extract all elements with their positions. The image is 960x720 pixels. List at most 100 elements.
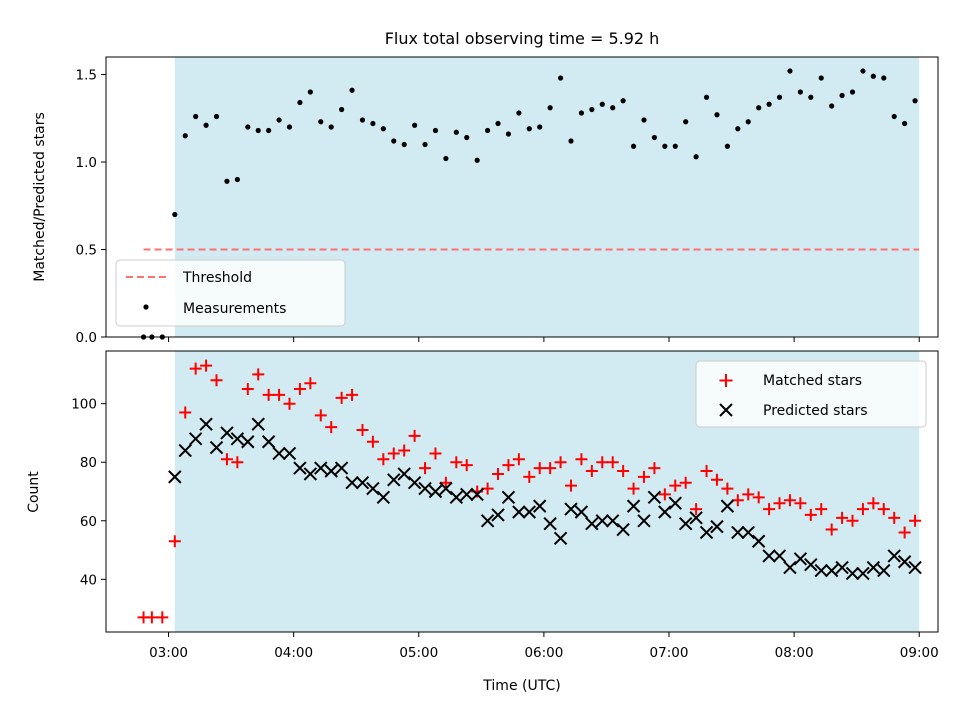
predicted-star-point	[678, 516, 693, 531]
matched-star-point	[627, 482, 640, 495]
legend-measurements-label: Measurements	[183, 301, 286, 317]
matched-star-point	[617, 465, 630, 478]
predicted-star-point	[241, 435, 255, 449]
measurement-point	[829, 103, 835, 109]
matched-star-point	[220, 453, 233, 466]
y-tick-label: 1.5	[76, 68, 97, 84]
x-tick-label: 06:00	[524, 645, 563, 661]
predicted-star-point	[491, 508, 505, 522]
matched-star-point	[877, 503, 890, 516]
matched-star-point	[168, 535, 181, 548]
top-panel: 0.0 0.5 1.0 1.5 Matched/Predicted stars Thr…	[32, 56, 939, 346]
matched-star-point	[710, 473, 723, 486]
bottom-legend-box	[695, 360, 927, 428]
measurement-point	[401, 141, 407, 148]
matched-star-point	[408, 429, 421, 442]
matched-star-point	[888, 511, 901, 524]
matched-star-point	[804, 508, 817, 521]
measurement-point	[870, 73, 876, 79]
predicted-star-point	[908, 560, 922, 575]
predicted-star-point	[376, 490, 391, 505]
bottom-y-ticks: 40 60 80 100	[71, 397, 106, 588]
predicted-star-point	[710, 519, 724, 534]
measurement-point	[902, 120, 908, 127]
predicted-star-point	[168, 470, 182, 484]
x-axis-label: Time (UTC)	[482, 678, 560, 694]
matched-star-point	[262, 388, 275, 401]
measurement-point	[881, 75, 887, 81]
matched-star-point	[429, 447, 442, 460]
matched-star-point	[283, 397, 296, 410]
predicted-star-point	[303, 467, 318, 481]
predicted-star-point	[605, 514, 620, 528]
y-tick-label: 40	[80, 572, 97, 588]
predicted-stars-points	[168, 417, 922, 581]
predicted-star-point	[564, 502, 578, 516]
y-tick-label: 100	[71, 397, 97, 413]
measurement-point	[568, 138, 574, 144]
predicted-star-point	[751, 534, 766, 548]
matched-star-point	[825, 523, 838, 536]
predicted-star-point	[793, 552, 808, 566]
measurement-point	[380, 126, 386, 132]
matched-star-point	[794, 497, 807, 510]
measurement-point	[234, 176, 240, 183]
legend-predicted-swatch	[719, 403, 733, 417]
predicted-star-point	[814, 563, 828, 578]
y-tick-label: 0.5	[76, 243, 97, 259]
matched-star-point	[815, 503, 828, 516]
y-tick-label: 1.0	[76, 155, 97, 171]
matched-star-point	[909, 514, 922, 527]
predicted-star-point	[877, 563, 891, 578]
predicted-star-point	[501, 490, 516, 505]
legend-threshold-label: Threshold	[182, 270, 252, 286]
legend-predicted-label: Predicted stars	[763, 403, 868, 419]
measurement-point	[620, 98, 626, 104]
predicted-star-point	[835, 560, 849, 575]
measurement-point	[787, 68, 793, 74]
measurement-point	[630, 143, 637, 149]
predicted-star-point	[460, 487, 474, 502]
measurement-point	[599, 101, 605, 107]
matched-star-point	[387, 447, 400, 460]
predicted-star-point	[626, 499, 641, 513]
measurement-point	[797, 89, 803, 95]
predicted-star-point	[522, 505, 537, 519]
matched-star-point	[252, 368, 265, 381]
matched-star-point	[679, 476, 692, 489]
matched-star-point	[356, 424, 369, 437]
matched-star-point	[606, 456, 619, 469]
predicted-star-point	[824, 563, 839, 578]
measurement-point	[245, 124, 251, 130]
measurement-point	[224, 178, 230, 184]
measurement-point	[484, 127, 491, 134]
matched-star-point	[273, 388, 286, 401]
matched-star-point	[596, 456, 609, 469]
predicted-star-point	[762, 549, 776, 563]
bottom-plot-frame	[105, 350, 939, 633]
measurement-point	[412, 122, 418, 128]
matched-star-point	[460, 459, 473, 472]
predicted-star-point	[449, 490, 464, 505]
matched-star-point	[210, 374, 223, 387]
predicted-star-point	[251, 417, 265, 431]
predicted-star-point	[230, 432, 245, 446]
predicted-star-point	[731, 525, 745, 540]
measurement-point	[756, 105, 762, 111]
x-tick-label: 04:00	[274, 645, 313, 661]
measurement-point	[547, 105, 553, 111]
measurement-point	[735, 126, 741, 132]
predicted-star-point	[293, 461, 307, 475]
measurement-point	[182, 133, 188, 139]
predicted-star-point	[897, 555, 912, 569]
x-tick-label: 05:00	[399, 645, 438, 661]
matched-star-point	[314, 409, 327, 422]
matched-star-point	[293, 383, 306, 396]
predicted-star-point	[772, 549, 787, 563]
bottom-y-axis-label: Count	[26, 471, 42, 513]
matched-star-point	[179, 406, 192, 419]
matched-star-point	[231, 456, 244, 469]
measurement-point	[526, 126, 532, 132]
y-tick-label: 0.0	[76, 330, 97, 346]
